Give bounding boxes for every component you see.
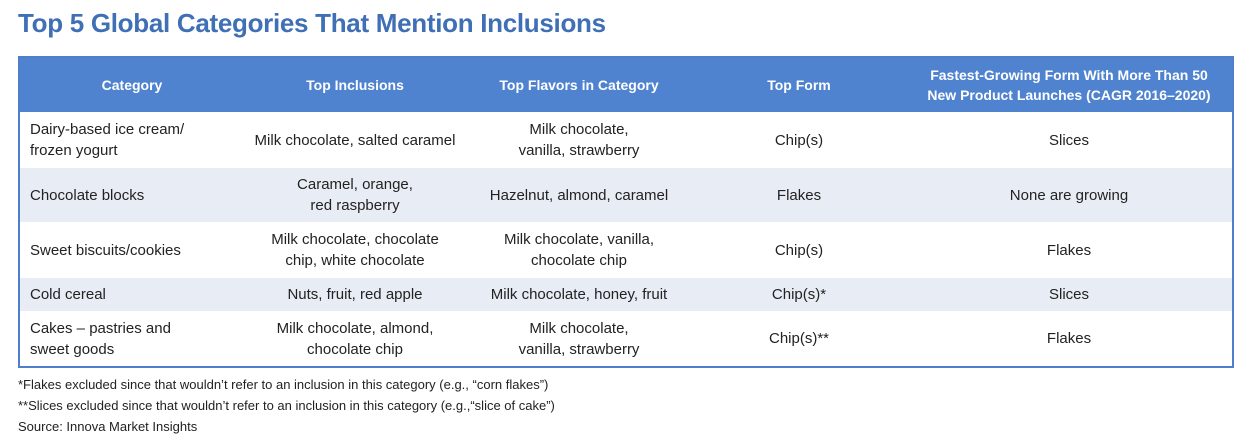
data-table: Category Top Inclusions Top Flavors in C…	[20, 58, 1232, 366]
table-header-row: Category Top Inclusions Top Flavors in C…	[20, 58, 1232, 112]
cell-top-inclusions: Milk chocolate, chocolate chip, white ch…	[244, 222, 466, 278]
cell-top-inclusions: Nuts, fruit, red apple	[244, 278, 466, 311]
cell-top-flavors: Milk chocolate, vanilla, chocolate chip	[466, 222, 692, 278]
cell-fastest-growing-form: Flakes	[906, 222, 1232, 278]
cell-top-form: Flakes	[692, 168, 906, 222]
cell-top-form: Chip(s)	[692, 112, 906, 168]
cell-category: Chocolate blocks	[20, 168, 244, 222]
cell-top-flavors: Milk chocolate, honey, fruit	[466, 278, 692, 311]
cell-fastest-growing-form: Slices	[906, 278, 1232, 311]
table-row: Dairy-based ice cream/ frozen yogurt Mil…	[20, 112, 1232, 168]
cell-top-inclusions: Caramel, orange, red raspberry	[244, 168, 466, 222]
page-title: Top 5 Global Categories That Mention Inc…	[18, 8, 606, 38]
inclusions-table: Category Top Inclusions Top Flavors in C…	[18, 56, 1234, 368]
footnote-slices: **Slices excluded since that wouldn’t re…	[18, 398, 555, 413]
footnote-flakes: *Flakes excluded since that wouldn’t ref…	[18, 377, 549, 392]
cell-top-form: Chip(s)**	[692, 311, 906, 366]
cell-top-flavors: Hazelnut, almond, caramel	[466, 168, 692, 222]
cell-fastest-growing-form: None are growing	[906, 168, 1232, 222]
cell-category: Cold cereal	[20, 278, 244, 311]
header-category: Category	[20, 58, 244, 112]
cell-top-form: Chip(s)	[692, 222, 906, 278]
cell-top-form: Chip(s)*	[692, 278, 906, 311]
table-row: Sweet biscuits/cookies Milk chocolate, c…	[20, 222, 1232, 278]
cell-top-inclusions: Milk chocolate, salted caramel	[244, 112, 466, 168]
table-row: Cold cereal Nuts, fruit, red apple Milk …	[20, 278, 1232, 311]
header-fastest-growing-form: Fastest-Growing Form With More Than 50 N…	[906, 58, 1232, 112]
cell-top-flavors: Milk chocolate, vanilla, strawberry	[466, 112, 692, 168]
table-row: Chocolate blocks Caramel, orange, red ra…	[20, 168, 1232, 222]
table-row: Cakes – pastries and sweet goods Milk ch…	[20, 311, 1232, 366]
cell-top-flavors: Milk chocolate, vanilla, strawberry	[466, 311, 692, 366]
cell-category: Cakes – pastries and sweet goods	[20, 311, 244, 366]
footnotes: *Flakes excluded since that wouldn’t ref…	[18, 374, 555, 437]
source-note: Source: Innova Market Insights	[18, 419, 198, 434]
cell-category: Sweet biscuits/cookies	[20, 222, 244, 278]
cell-category: Dairy-based ice cream/ frozen yogurt	[20, 112, 244, 168]
header-top-form: Top Form	[692, 58, 906, 112]
cell-fastest-growing-form: Slices	[906, 112, 1232, 168]
header-top-flavors: Top Flavors in Category	[466, 58, 692, 112]
header-top-inclusions: Top Inclusions	[244, 58, 466, 112]
cell-fastest-growing-form: Flakes	[906, 311, 1232, 366]
cell-top-inclusions: Milk chocolate, almond, chocolate chip	[244, 311, 466, 366]
